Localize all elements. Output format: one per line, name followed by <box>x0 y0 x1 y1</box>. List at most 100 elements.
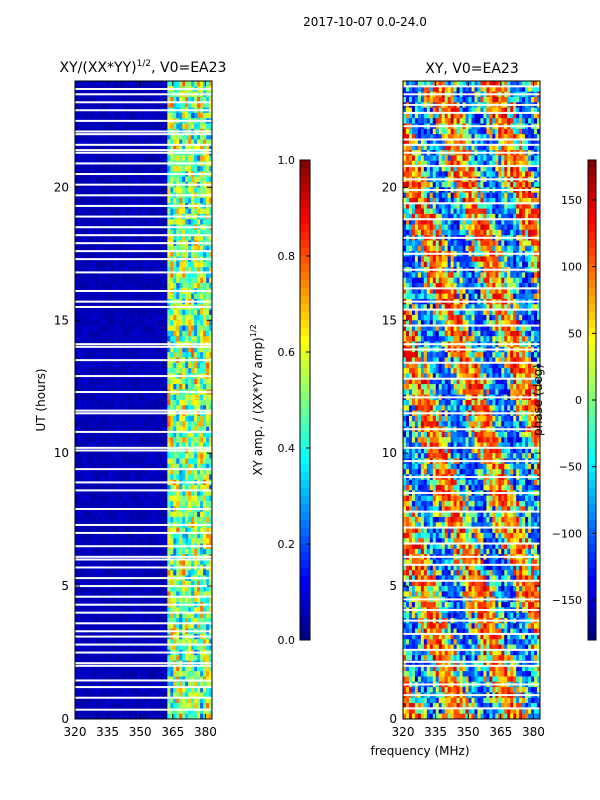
heatmap-cell <box>119 591 124 598</box>
heatmap-cell <box>122 421 127 427</box>
heatmap-cell <box>125 293 130 300</box>
heatmap-cell <box>146 596 150 603</box>
heatmap-cell <box>203 437 207 443</box>
heatmap-cell <box>98 495 103 502</box>
heatmap-cell <box>185 538 189 544</box>
heatmap-cell <box>143 208 147 215</box>
heatmap-cell <box>200 623 204 630</box>
heatmap-cell <box>209 516 213 523</box>
heatmap-cell <box>170 368 174 374</box>
heatmap-cell <box>113 277 118 284</box>
heatmap-cell <box>191 112 195 119</box>
heatmap-cell <box>152 490 156 497</box>
heatmap-cell <box>75 617 79 624</box>
heatmap-cell <box>185 458 189 465</box>
heatmap-cell <box>75 219 79 225</box>
heatmap-cell <box>176 607 180 614</box>
heatmap-cell <box>140 527 144 534</box>
heatmap-cell <box>191 405 195 412</box>
heatmap-cell <box>140 580 144 587</box>
heatmap-cell <box>152 176 156 183</box>
heatmap-cell <box>161 251 165 257</box>
heatmap-cell <box>131 437 135 443</box>
heatmap-cell <box>77 123 82 130</box>
heatmap-cell <box>149 187 153 194</box>
heatmap-cell <box>209 378 213 385</box>
heatmap-cell <box>155 352 159 358</box>
heatmap-cell <box>203 293 207 300</box>
heatmap-cell <box>191 538 195 544</box>
heatmap-cell <box>173 309 177 316</box>
heatmap-cell <box>149 235 153 241</box>
heatmap-cell <box>131 607 135 614</box>
heatmap-cell <box>95 437 100 443</box>
heatmap-cell <box>131 176 135 183</box>
heatmap-cell <box>152 384 156 390</box>
heatmap-cell <box>185 346 189 353</box>
heatmap-cell <box>176 144 180 151</box>
heatmap-cell <box>95 516 100 523</box>
heatmap-cell <box>197 511 201 518</box>
heatmap-cell <box>83 580 88 587</box>
heatmap-cell <box>92 368 97 374</box>
heatmap-cell <box>161 368 165 374</box>
heatmap-cell <box>200 320 204 326</box>
heatmap-cell <box>83 144 88 151</box>
heatmap-cell <box>149 267 153 273</box>
heatmap-cell <box>152 655 156 661</box>
heatmap-cell <box>122 96 127 103</box>
heatmap-cell <box>134 346 138 353</box>
heatmap-cell <box>182 580 186 587</box>
heatmap-cell <box>77 474 82 481</box>
heatmap-cell <box>128 405 132 412</box>
heatmap-cell <box>179 229 183 236</box>
heatmap-cell <box>101 501 106 507</box>
heatmap-cell <box>155 559 159 566</box>
heatmap-cell <box>95 431 100 438</box>
heatmap-cell <box>101 197 106 204</box>
heatmap-cell <box>146 235 150 241</box>
heatmap-cell <box>194 607 198 614</box>
heatmap-cell <box>170 623 174 630</box>
heatmap-cell <box>86 501 91 507</box>
heatmap-cell <box>188 458 192 465</box>
heatmap-cell <box>203 123 207 130</box>
heatmap-cell <box>185 591 189 598</box>
heatmap-cell <box>113 166 118 172</box>
heatmap-cell <box>110 453 115 459</box>
heatmap-cell <box>77 320 82 326</box>
heatmap-cell <box>107 245 112 252</box>
heatmap-cell <box>176 400 180 406</box>
heatmap-cell <box>137 469 141 475</box>
heatmap-cell <box>161 267 165 273</box>
heatmap-cell <box>110 219 115 225</box>
heatmap-cell <box>206 166 210 172</box>
heatmap-cell <box>209 123 213 130</box>
heatmap-cell <box>113 378 118 385</box>
heatmap-cell <box>143 538 147 544</box>
heatmap-cell <box>95 532 100 539</box>
heatmap-cell <box>191 394 195 401</box>
heatmap-cell <box>122 655 127 661</box>
heatmap-cell <box>200 501 204 507</box>
heatmap-cell <box>203 208 207 215</box>
heatmap-cell <box>188 325 192 332</box>
heatmap-cell <box>182 155 186 162</box>
heatmap-cell <box>98 617 103 624</box>
heatmap-cell <box>149 617 153 624</box>
heatmap-cell <box>203 511 207 518</box>
heatmap-cell <box>173 320 177 326</box>
heatmap-cell <box>128 197 132 204</box>
heatmap-cell <box>137 134 141 140</box>
heatmap-cell <box>75 639 79 645</box>
heatmap-cell <box>137 325 141 332</box>
heatmap-cell <box>200 485 204 491</box>
heatmap-cell <box>188 644 192 651</box>
heatmap-cell <box>119 426 124 433</box>
heatmap-cell <box>182 309 186 316</box>
heatmap-cell <box>125 426 130 433</box>
heatmap-cell <box>104 81 109 87</box>
heatmap-cell <box>125 405 130 412</box>
heatmap-cell <box>89 102 94 108</box>
heatmap-cell <box>95 81 100 87</box>
